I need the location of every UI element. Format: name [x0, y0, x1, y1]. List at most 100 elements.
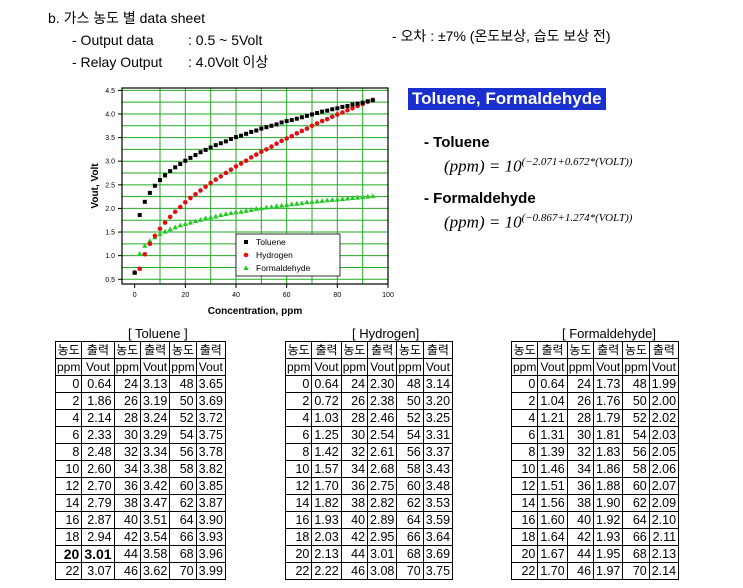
table-cell: 68	[396, 545, 424, 563]
table-cell: 44	[566, 545, 595, 563]
table-cell: 34	[566, 460, 595, 478]
table-cell: 2.13	[311, 545, 342, 563]
table-row: 6 2.33 30 3.29 54 3.75	[54, 426, 226, 444]
table-cell: 70	[396, 562, 424, 580]
table-cell: 38	[113, 494, 141, 512]
table-cell: 46	[113, 562, 141, 580]
table-cell: 2.03	[311, 528, 342, 546]
table-cell: 3.42	[139, 477, 171, 495]
table-cell: 3.07	[81, 562, 115, 580]
data-point-hydrogen	[218, 174, 224, 179]
table-cell: 3.37	[422, 443, 454, 461]
data-point-toluene	[213, 143, 218, 148]
table-cell: 6	[284, 426, 313, 444]
table-cell: 1.73	[593, 375, 624, 393]
formaldehyde-table-title: [ Formaldehyde]	[562, 326, 656, 341]
data-point-hydrogen	[137, 266, 143, 272]
table-cell: 40	[340, 511, 369, 529]
table-cell: 26	[113, 392, 141, 410]
data-point-toluene	[234, 135, 238, 140]
table-cell: 60	[396, 477, 424, 495]
data-point-toluene	[299, 115, 304, 120]
relay-output-value: : 4.0Volt 이상	[188, 54, 269, 70]
table-header-cell: 농도	[396, 341, 424, 359]
table-header-cell: ppm	[566, 358, 595, 376]
data-point-toluene	[259, 126, 264, 131]
table-cell: 1.60	[537, 511, 568, 529]
table-cell: 66	[169, 528, 197, 546]
table-cell: 4	[54, 409, 83, 427]
table-cell: 3.58	[139, 545, 171, 563]
y-tick-label: 4.5	[105, 88, 115, 95]
table-cell: 1.25	[311, 426, 342, 444]
toluene-equation: (ppm) = 10(−2.071+0.672*(VOLT))	[444, 156, 632, 177]
data-point-formaldehyde	[263, 204, 270, 210]
table-cell: 3.53	[422, 494, 454, 512]
data-point-hydrogen	[253, 152, 259, 157]
data-point-hydrogen	[188, 195, 193, 201]
table-cell: 2.07	[648, 477, 680, 495]
data-point-formaldehyde	[273, 203, 280, 209]
data-point-formaldehyde	[329, 197, 335, 202]
table-cell: 1.56	[537, 494, 568, 512]
x-tick-label: 20	[181, 292, 189, 299]
table-header-cell: Vout	[81, 358, 115, 376]
table-cell: 1.79	[593, 409, 624, 427]
table-cell: 3.65	[195, 375, 226, 393]
table-cell: 8	[284, 443, 313, 461]
table-cell: 70	[622, 562, 650, 580]
table-header-cell: 출력	[422, 341, 454, 359]
data-point-hydrogen	[279, 138, 284, 144]
data-point-toluene	[335, 106, 340, 111]
data-point-toluene	[147, 190, 152, 195]
table-cell: 3.48	[422, 477, 454, 495]
table-cell: 30	[340, 426, 369, 444]
table-cell: 34	[113, 460, 141, 478]
table-cell: 3.24	[139, 409, 171, 427]
table-cell: 28	[340, 409, 369, 427]
legend-label: Toluene	[256, 237, 286, 247]
table-header-cell: 농도	[340, 341, 369, 359]
table-cell: 22	[510, 562, 539, 580]
table-cell: 42	[340, 528, 369, 546]
data-point-formaldehyde	[304, 199, 310, 205]
table-cell: 3.75	[422, 562, 454, 580]
data-point-toluene	[203, 147, 208, 152]
table-cell: 2.14	[81, 409, 115, 427]
table-cell: 3.96	[195, 545, 226, 563]
table-cell: 3.01	[81, 545, 115, 563]
table-cell: 2.22	[311, 562, 342, 580]
table-cell: 1.42	[311, 443, 342, 461]
toluene-table-wrap: 농도 출력 농도 출력 농도 출력 ppm Vout ppm Vout ppm Vout 0 0.64 24…	[54, 341, 226, 580]
data-point-formaldehyde	[339, 196, 346, 201]
table-cell: 16	[54, 511, 83, 529]
table-cell: 3.64	[422, 528, 454, 546]
table-cell: 2.54	[367, 426, 398, 444]
table-header-cell: 출력	[593, 341, 624, 359]
data-point-formaldehyde	[354, 194, 361, 200]
table-cell: 1.70	[311, 477, 342, 495]
table-header-cell: 농도	[622, 341, 650, 359]
data-point-formaldehyde	[223, 211, 229, 217]
table-cell: 0.64	[311, 375, 342, 393]
table-row: 8 1.42 32 2.61 56 3.37	[284, 443, 454, 461]
table-header-cell: 출력	[537, 341, 568, 359]
data-point-toluene	[178, 162, 183, 167]
data-point-toluene	[325, 108, 330, 113]
table-cell: 40	[113, 511, 141, 529]
table-header-cell: 출력	[139, 341, 171, 359]
table-row: 10 1.46 34 1.86 58 2.06	[510, 460, 680, 478]
y-tick-label: 4.0	[105, 111, 115, 118]
table-header-cell: 농도	[284, 341, 313, 359]
table-cell: 1.04	[537, 392, 568, 410]
data-point-formaldehyde	[370, 193, 376, 199]
table-cell: 3.08	[367, 562, 398, 580]
table-cell: 22	[284, 562, 313, 580]
table-cell: 10	[510, 460, 539, 478]
table-cell: 28	[566, 409, 595, 427]
y-tick-label: 1.0	[105, 253, 115, 260]
table-cell: 3.78	[195, 443, 226, 461]
data-point-formaldehyde	[157, 231, 163, 236]
data-point-formaldehyde	[309, 199, 315, 204]
table-row: 14 1.82 38 2.82 62 3.53	[284, 494, 454, 512]
